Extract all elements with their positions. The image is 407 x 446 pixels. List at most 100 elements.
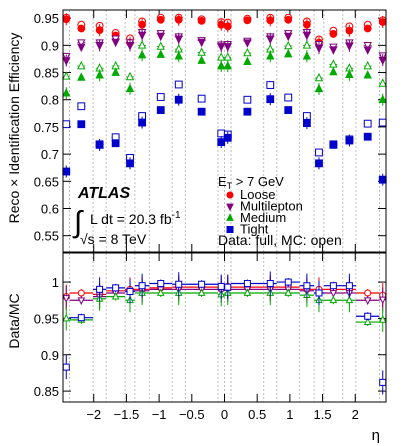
loose-data-point: [223, 22, 232, 31]
y-tick-label: 0.8: [41, 93, 59, 108]
loose-data-point: [174, 15, 183, 24]
medium-data-point: [217, 60, 226, 70]
multilepton-data-point: [223, 43, 232, 52]
bottom-y-axis-label: Data/MC: [6, 293, 22, 348]
medium-data-point: [197, 55, 206, 64]
x-tick-label: 2: [352, 407, 359, 422]
medium-mc-point: [62, 71, 71, 80]
loose-data-point: [329, 30, 338, 38]
x-tick-label: −1.5: [114, 407, 140, 422]
medium-mc-point: [314, 72, 324, 82]
y-tick-label: 0.95: [34, 11, 59, 26]
loose-data-point: [378, 18, 387, 26]
tight-mc-point: [284, 93, 293, 102]
tight-data-point: [315, 159, 323, 168]
tight-mc-point: [197, 94, 206, 103]
tight-data-point: [111, 139, 120, 148]
tight-mc-point: [156, 93, 165, 101]
medium-legend-label: Medium: [240, 210, 286, 225]
medium-data-point: [329, 66, 338, 76]
multilepton-data-point: [137, 31, 147, 41]
loose-data-point: [62, 15, 71, 24]
multilepton-data-point: [314, 44, 324, 54]
medium-mc-point: [125, 71, 135, 81]
medium-data-point: [302, 51, 312, 60]
experiment-label: ATLAS: [77, 185, 130, 202]
tight-ratio-point: [138, 282, 146, 290]
tight-data-point: [156, 106, 165, 114]
loose-data-point: [363, 24, 372, 33]
multilepton-ratio-point: [62, 295, 71, 303]
tight-ratio-point: [364, 312, 372, 320]
x-tick-label: 1: [286, 407, 293, 422]
y-tick-label: 0.9: [41, 348, 59, 363]
x-tick-label: 0.5: [248, 407, 266, 422]
ratio-panel-grid: [69, 253, 380, 402]
tight-mc-point: [363, 119, 372, 128]
tight-data-point: [345, 136, 354, 145]
medium-ratio-point: [197, 288, 206, 296]
medium-mc-point: [77, 60, 86, 70]
x-tick-label: −2: [86, 407, 101, 422]
loose-data-point: [266, 16, 275, 25]
medium-mc-point: [197, 47, 206, 56]
y-tick-label: 0.55: [34, 229, 59, 244]
multilepton-legend-label: Multilepton: [240, 199, 303, 214]
luminosity-label: L dt = 20.3 fb-1: [90, 210, 181, 227]
medium-ratio-point: [243, 288, 252, 296]
top-panel-frame: [62, 9, 387, 253]
y-tick-label: 0.75: [34, 120, 59, 135]
loose-legend-label: Loose: [240, 187, 275, 202]
loose-data-point: [217, 20, 226, 29]
medium-data-point: [62, 88, 71, 97]
loose-data-point: [302, 20, 311, 29]
medium-mc-point: [363, 60, 372, 70]
tight-mc-point: [62, 120, 71, 129]
multilepton-data-point: [217, 43, 226, 52]
y-tick-label: 1: [52, 275, 59, 290]
ratio-panel-ticks: 0.85 0.9 0.95 1 −2 −1.5 −1 −0.5 0 0.5 1 1.5 2: [34, 253, 386, 422]
energy-label: √s = 8 TeV: [80, 231, 147, 247]
tight-ratio-point: [379, 378, 387, 386]
medium-data-point: [266, 51, 275, 60]
medium-mc-point: [302, 40, 312, 49]
efficiency-panel: 0.55 0.6 0.65 0.7 0.75 0.8 0.85 0.9 0.95: [34, 9, 387, 253]
tight-data-point: [217, 138, 226, 147]
tight-data-point: [329, 140, 338, 149]
multilepton-data-point: [95, 42, 104, 51]
tight-mc-point: [378, 118, 387, 127]
medium-mc-point: [378, 78, 387, 87]
tight-ratio-point: [62, 363, 70, 371]
x-tick-label: 1.5: [314, 407, 332, 422]
medium-data-point: [111, 67, 120, 76]
tight-ratio-point: [243, 280, 251, 288]
tight-data-point: [223, 133, 232, 142]
loose-data-point: [138, 20, 147, 29]
multilepton-mc-point: [363, 42, 372, 51]
tight-ratio-point: [96, 285, 104, 293]
multilepton-data-point: [284, 32, 293, 42]
tight-ratio-point: [126, 288, 134, 296]
loose-legend-marker: [226, 191, 234, 199]
tight-mc-point: [217, 129, 226, 138]
multilepton-data-point: [363, 46, 372, 55]
loose-data-point: [77, 24, 86, 33]
tight-data-point: [77, 120, 86, 129]
tight-data-point: [62, 167, 71, 176]
loose-data-point: [95, 26, 104, 35]
tight-ratio-point: [329, 282, 337, 290]
tight-ratio-point: [198, 280, 206, 288]
multilepton-data-point: [378, 56, 387, 66]
loose-data-point: [243, 16, 252, 25]
tight-data-point: [243, 107, 252, 116]
tight-ratio-point: [266, 280, 274, 288]
tight-data-point: [266, 95, 275, 104]
ratio-panel: 0.85 0.9 0.95 1 −2 −1.5 −1 −0.5 0 0.5 1 1.5 2: [34, 252, 387, 422]
top-panel-points: [62, 13, 387, 186]
y-tick-label: 0.85: [34, 384, 59, 399]
loose-data-point: [156, 15, 165, 24]
medium-data-point: [156, 49, 165, 58]
x-tick-label: 0: [221, 407, 228, 422]
